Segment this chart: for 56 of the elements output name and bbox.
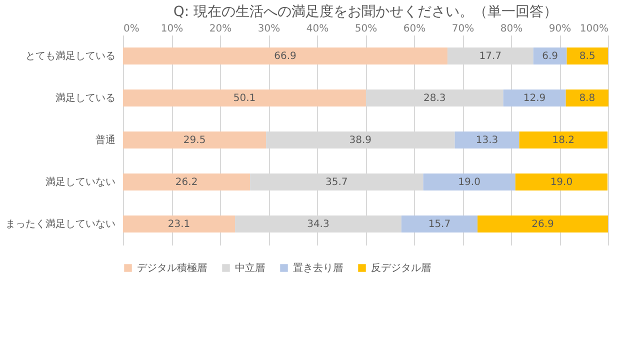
bar xyxy=(515,174,608,190)
data-label: 50.1 xyxy=(233,93,256,104)
data-label: 23.1 xyxy=(168,219,190,230)
bar xyxy=(519,132,608,148)
data-label: 19.0 xyxy=(550,177,573,188)
x-tick-label: 80% xyxy=(500,24,523,34)
x-tick-label: 20% xyxy=(209,24,232,34)
bar xyxy=(478,216,608,232)
bar xyxy=(454,132,520,148)
bar xyxy=(423,174,516,190)
data-label: 35.7 xyxy=(326,177,348,188)
legend-label: 置き去り層 xyxy=(293,262,343,274)
x-tick-label: 10% xyxy=(160,24,184,34)
x-tick-label: 30% xyxy=(258,24,280,34)
data-label: 18.2 xyxy=(552,135,575,146)
data-label: 26.9 xyxy=(532,219,554,230)
y-tick-label: 満足していない xyxy=(46,176,116,188)
data-label: 38.9 xyxy=(349,135,372,146)
data-label: 12.9 xyxy=(523,93,546,104)
bar xyxy=(566,90,608,106)
legend-label: 反デジタル層 xyxy=(371,262,431,274)
bar xyxy=(401,216,478,232)
data-label: 17.7 xyxy=(479,51,502,62)
data-label: 19.0 xyxy=(458,177,480,188)
bar xyxy=(123,174,250,190)
data-label: 29.5 xyxy=(183,135,206,146)
bar xyxy=(533,48,567,64)
bar xyxy=(123,216,236,232)
x-tick-label: 100% xyxy=(580,24,608,34)
x-tick-label: 70% xyxy=(452,24,474,34)
x-tick-label: 60% xyxy=(403,24,426,34)
data-label: 15.7 xyxy=(428,219,451,230)
x-tick-label: 90% xyxy=(548,24,572,34)
data-label: 66.9 xyxy=(274,51,296,62)
y-tick-label: 普通 xyxy=(96,134,116,146)
bar xyxy=(123,132,266,148)
data-label: 8.5 xyxy=(579,51,596,62)
bar xyxy=(503,90,566,106)
x-tick-label: 50% xyxy=(354,24,378,34)
data-label: 26.2 xyxy=(175,177,198,188)
data-label: 34.3 xyxy=(307,219,330,230)
x-tick-label: 40% xyxy=(306,24,329,34)
legend-label: デジタル積極層 xyxy=(137,262,207,274)
bar xyxy=(123,90,366,106)
data-label: 8.8 xyxy=(579,93,596,104)
x-tick-label: 0% xyxy=(124,24,140,34)
y-tick-label: 満足している xyxy=(56,92,116,104)
chart-title: Q: 現在の生活への満足度をお聞かせください。（単一回答） xyxy=(173,4,558,20)
data-label: 28.3 xyxy=(423,93,446,104)
bar xyxy=(566,48,608,64)
bar xyxy=(123,48,448,64)
data-label: 6.9 xyxy=(542,51,558,62)
data-label: 13.3 xyxy=(476,135,498,146)
y-tick-label: まったく満足していない xyxy=(6,218,116,230)
y-tick-label: とても満足している xyxy=(26,50,116,62)
legend-label: 中立層 xyxy=(235,262,265,274)
